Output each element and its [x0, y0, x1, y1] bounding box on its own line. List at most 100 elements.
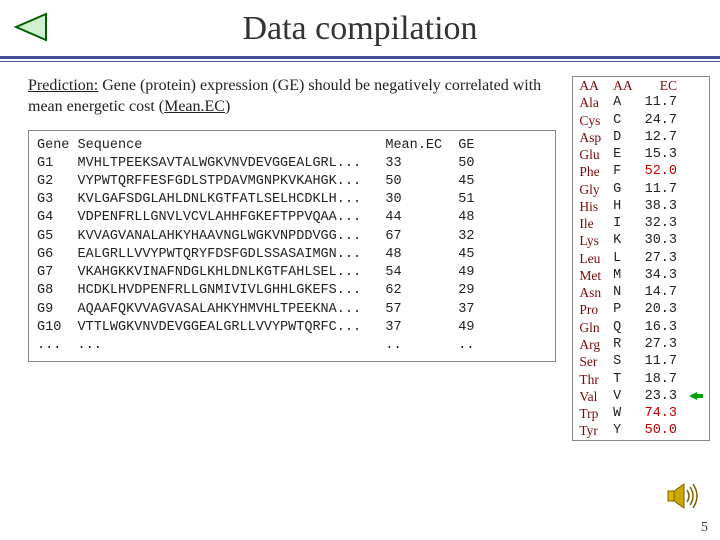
- aa-code: Q: [607, 319, 639, 336]
- aa-row: LysK30.3: [573, 232, 710, 249]
- aa-code: E: [607, 146, 639, 163]
- aa-ec: 23.3: [639, 388, 683, 405]
- aa-row: SerS11.7: [573, 353, 710, 370]
- aa-row: AspD12.7: [573, 129, 710, 146]
- aa-arrow: [683, 353, 710, 370]
- aa-row: ProP20.3: [573, 301, 710, 318]
- aa-code: R: [607, 336, 639, 353]
- aa-row: TrpW74.3: [573, 405, 710, 422]
- aa-arrow: [683, 181, 710, 198]
- aa-code: P: [607, 301, 639, 318]
- aa-name: Ile: [573, 215, 607, 232]
- aa-ec: 11.7: [639, 94, 683, 111]
- aa-arrow: [683, 232, 710, 249]
- aa-code: V: [607, 388, 639, 405]
- aa-code: Y: [607, 422, 639, 440]
- aa-ec: 18.7: [639, 371, 683, 388]
- gene-sequence-table: Gene Sequence Mean.EC GE G1 MVHLTPEEKSAV…: [28, 130, 556, 363]
- aa-arrow: [683, 336, 710, 353]
- aa-ec: 52.0: [639, 163, 683, 180]
- aa-ec: 27.3: [639, 336, 683, 353]
- aa-ec: 11.7: [639, 353, 683, 370]
- prediction-body-1: Gene (protein) expression (GE) should be…: [28, 77, 541, 115]
- aa-row: LeuL27.3: [573, 250, 710, 267]
- aa-name: Asn: [573, 284, 607, 301]
- aa-name: Tyr: [573, 422, 607, 440]
- aa-arrow: [683, 250, 710, 267]
- aa-name: Val: [573, 388, 607, 405]
- aa-code: W: [607, 405, 639, 422]
- slide-number: 5: [701, 520, 708, 536]
- aa-row: HisH38.3: [573, 198, 710, 215]
- aa-arrow: [683, 94, 710, 111]
- aa-arrow: [683, 371, 710, 388]
- aa-name: Asp: [573, 129, 607, 146]
- aa-arrow: [683, 267, 710, 284]
- aa-code: M: [607, 267, 639, 284]
- aa-name: Trp: [573, 405, 607, 422]
- aa-name: Gly: [573, 181, 607, 198]
- prediction-text: Prediction: Gene (protein) expression (G…: [28, 76, 556, 118]
- aa-header-name: AA: [573, 77, 607, 95]
- title-rule-thick: [0, 56, 720, 59]
- aa-code: H: [607, 198, 639, 215]
- aa-arrow: [683, 422, 710, 440]
- aa-ec: 27.3: [639, 250, 683, 267]
- aa-name: Ser: [573, 353, 607, 370]
- aa-arrow: [683, 388, 710, 405]
- aa-code: A: [607, 94, 639, 111]
- aa-row: PheF52.0: [573, 163, 710, 180]
- aa-row: ArgR27.3: [573, 336, 710, 353]
- aa-ec: 20.3: [639, 301, 683, 318]
- aa-name: Cys: [573, 112, 607, 129]
- aa-ec: 12.7: [639, 129, 683, 146]
- back-arrow-button[interactable]: [12, 12, 52, 47]
- aa-name: Leu: [573, 250, 607, 267]
- prediction-body-2: ): [225, 98, 230, 115]
- aa-arrow: [683, 163, 710, 180]
- aa-ec: 30.3: [639, 232, 683, 249]
- left-column: Prediction: Gene (protein) expression (G…: [28, 76, 556, 441]
- aa-arrow: [683, 146, 710, 163]
- aa-row: GlnQ16.3: [573, 319, 710, 336]
- aa-row: AlaA11.7: [573, 94, 710, 111]
- aa-row: ValV23.3: [573, 388, 710, 405]
- aa-header-code: AA: [607, 77, 639, 95]
- aa-ec: 32.3: [639, 215, 683, 232]
- aa-ec: 38.3: [639, 198, 683, 215]
- aa-arrow: [683, 129, 710, 146]
- aa-code: N: [607, 284, 639, 301]
- aa-name: Ala: [573, 94, 607, 111]
- aa-name: Phe: [573, 163, 607, 180]
- aa-row: MetM34.3: [573, 267, 710, 284]
- aa-arrow: [683, 405, 710, 422]
- aa-code: L: [607, 250, 639, 267]
- aa-row: IleI32.3: [573, 215, 710, 232]
- amino-acid-cost-table: AAAAECAlaA11.7CysC24.7AspD12.7GluE15.3Ph…: [572, 76, 710, 441]
- aa-row: CysC24.7: [573, 112, 710, 129]
- aa-arrow: [683, 319, 710, 336]
- audio-button[interactable]: [666, 481, 700, 516]
- aa-code: D: [607, 129, 639, 146]
- aa-code: I: [607, 215, 639, 232]
- aa-arrow: [683, 198, 710, 215]
- triangle-left-icon: [12, 12, 52, 42]
- aa-ec: 15.3: [639, 146, 683, 163]
- aa-row: GluE15.3: [573, 146, 710, 163]
- aa-ec: 34.3: [639, 267, 683, 284]
- aa-row: AsnN14.7: [573, 284, 710, 301]
- aa-header-ec: EC: [639, 77, 683, 95]
- aa-code: K: [607, 232, 639, 249]
- aa-ec: 14.7: [639, 284, 683, 301]
- aa-ec: 16.3: [639, 319, 683, 336]
- aa-code: G: [607, 181, 639, 198]
- aa-arrow: [683, 215, 710, 232]
- aa-code: C: [607, 112, 639, 129]
- page-title: Data compilation: [0, 0, 720, 56]
- prediction-link: Mean.EC: [164, 98, 225, 115]
- aa-name: Arg: [573, 336, 607, 353]
- aa-row: TyrY50.0: [573, 422, 710, 440]
- aa-arrow: [683, 301, 710, 318]
- prediction-label: Prediction:: [28, 77, 98, 94]
- aa-code: F: [607, 163, 639, 180]
